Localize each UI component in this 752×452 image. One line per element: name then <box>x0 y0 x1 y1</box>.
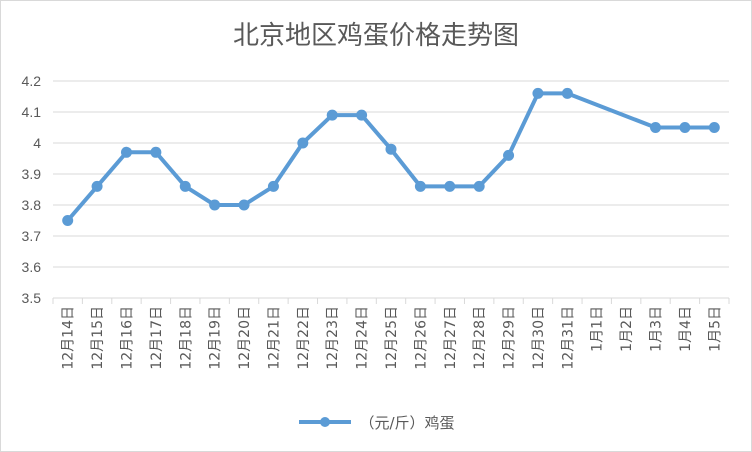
x-tick-label: 12月28日 <box>472 306 488 370</box>
x-tick-label: 12月17日 <box>149 306 165 370</box>
legend-label: （元/斤）鸡蛋 <box>359 413 455 432</box>
data-point <box>62 215 74 226</box>
data-point <box>120 146 132 158</box>
y-tick-label: 4.2 <box>22 73 42 89</box>
x-tick-label: 12月26日 <box>413 306 429 370</box>
legend: （元/斤）鸡蛋 <box>1 411 751 433</box>
x-tick-label: 12月21日 <box>266 306 282 370</box>
x-tick-label: 1月5日 <box>707 306 723 352</box>
y-tick-label: 4.1 <box>22 104 42 120</box>
data-point <box>679 122 691 133</box>
data-point <box>179 180 191 192</box>
x-tick-label: 12月22日 <box>296 306 312 370</box>
x-tick-label: 12月25日 <box>384 306 400 370</box>
x-tick-label: 12月23日 <box>325 306 341 370</box>
y-tick-label: 3.8 <box>22 197 42 213</box>
x-tick-label: 1月4日 <box>678 306 694 352</box>
data-point <box>326 109 338 121</box>
data-point <box>209 199 221 211</box>
x-tick-label: 12月30日 <box>531 306 547 370</box>
x-tick-label: 1月3日 <box>649 306 665 352</box>
data-point <box>532 87 544 99</box>
x-tick-label: 12月18日 <box>178 306 194 370</box>
y-tick-label: 3.7 <box>22 228 42 244</box>
data-point <box>238 199 250 211</box>
x-tick-label: 12月27日 <box>443 306 459 370</box>
x-tick-label: 12月31日 <box>560 306 576 370</box>
y-tick-label: 3.5 <box>22 290 42 306</box>
data-point <box>297 137 309 149</box>
y-tick-label: 4 <box>33 135 41 151</box>
y-tick-label: 3.9 <box>22 166 42 182</box>
data-point <box>414 180 426 192</box>
legend-line-marker-icon <box>299 417 352 427</box>
x-tick-label: 12月19日 <box>208 306 224 370</box>
data-point <box>356 109 368 121</box>
data-point <box>444 180 456 192</box>
x-tick-label: 1月2日 <box>619 306 635 352</box>
x-tick-label: 1月1日 <box>590 306 606 352</box>
data-point <box>473 180 485 192</box>
x-tick-label: 12月15日 <box>90 306 106 370</box>
x-tick-label: 12月24日 <box>355 306 371 370</box>
data-point <box>150 146 162 158</box>
x-tick-label: 12月29日 <box>502 306 518 370</box>
chart-title: 北京地区鸡蛋价格走势图 <box>232 21 519 51</box>
data-point <box>385 143 397 155</box>
data-point <box>561 87 573 99</box>
data-point <box>708 122 720 133</box>
x-tick-label: 12月16日 <box>119 306 135 370</box>
data-point <box>267 180 279 192</box>
x-tick-label: 12月20日 <box>237 306 253 370</box>
data-point <box>503 149 515 161</box>
data-point <box>650 122 662 133</box>
x-tick-label: 12月14日 <box>61 306 77 370</box>
y-tick-label: 3.6 <box>22 259 42 275</box>
data-point <box>91 180 103 192</box>
